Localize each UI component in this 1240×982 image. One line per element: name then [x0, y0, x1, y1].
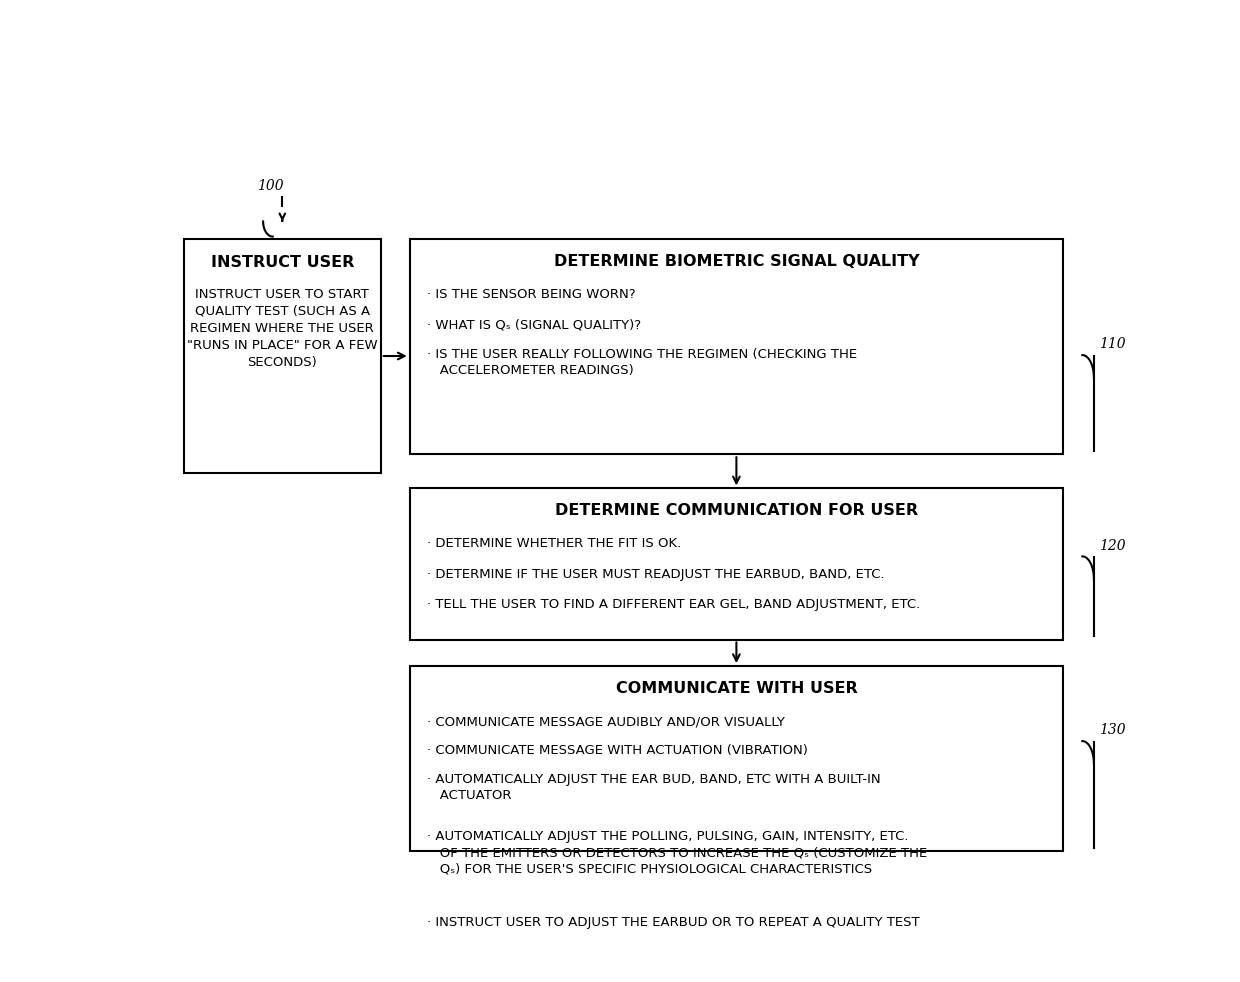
Bar — [409, 666, 1063, 851]
Bar — [409, 488, 1063, 639]
Text: · COMMUNICATE MESSAGE AUDIBLY AND/OR VISUALLY: · COMMUNICATE MESSAGE AUDIBLY AND/OR VIS… — [427, 715, 785, 729]
Text: DETERMINE COMMUNICATION FOR USER: DETERMINE COMMUNICATION FOR USER — [554, 504, 918, 518]
Text: · COMMUNICATE MESSAGE WITH ACTUATION (VIBRATION): · COMMUNICATE MESSAGE WITH ACTUATION (VI… — [427, 744, 807, 757]
Text: · AUTOMATICALLY ADJUST THE POLLING, PULSING, GAIN, INTENSITY, ETC.
   OF THE EMI: · AUTOMATICALLY ADJUST THE POLLING, PULS… — [427, 830, 928, 875]
Text: 110: 110 — [1099, 337, 1126, 352]
Bar — [409, 239, 1063, 455]
Text: 100: 100 — [258, 180, 284, 193]
Text: INSTRUCT USER TO START
QUALITY TEST (SUCH AS A
REGIMEN WHERE THE USER
"RUNS IN P: INSTRUCT USER TO START QUALITY TEST (SUC… — [187, 288, 378, 369]
Text: 130: 130 — [1099, 724, 1126, 737]
Text: · TELL THE USER TO FIND A DIFFERENT EAR GEL, BAND ADJUSTMENT, ETC.: · TELL THE USER TO FIND A DIFFERENT EAR … — [427, 598, 920, 611]
Text: · DETERMINE WHETHER THE FIT IS OK.: · DETERMINE WHETHER THE FIT IS OK. — [427, 537, 681, 551]
Text: · INSTRUCT USER TO ADJUST THE EARBUD OR TO REPEAT A QUALITY TEST: · INSTRUCT USER TO ADJUST THE EARBUD OR … — [427, 916, 920, 929]
Text: · WHAT IS Qₛ (SIGNAL QUALITY)?: · WHAT IS Qₛ (SIGNAL QUALITY)? — [427, 318, 641, 331]
Text: · AUTOMATICALLY ADJUST THE EAR BUD, BAND, ETC WITH A BUILT-IN
   ACTUATOR: · AUTOMATICALLY ADJUST THE EAR BUD, BAND… — [427, 773, 880, 801]
Text: · DETERMINE IF THE USER MUST READJUST THE EARBUD, BAND, ETC.: · DETERMINE IF THE USER MUST READJUST TH… — [427, 568, 884, 580]
Text: 120: 120 — [1099, 538, 1126, 553]
Text: · IS THE SENSOR BEING WORN?: · IS THE SENSOR BEING WORN? — [427, 288, 636, 300]
Text: · IS THE USER REALLY FOLLOWING THE REGIMEN (CHECKING THE
   ACCELEROMETER READIN: · IS THE USER REALLY FOLLOWING THE REGIM… — [427, 349, 857, 377]
Text: INSTRUCT USER: INSTRUCT USER — [211, 255, 355, 270]
Text: DETERMINE BIOMETRIC SIGNAL QUALITY: DETERMINE BIOMETRIC SIGNAL QUALITY — [553, 254, 919, 269]
Bar — [184, 239, 381, 473]
Text: COMMUNICATE WITH USER: COMMUNICATE WITH USER — [615, 682, 857, 696]
